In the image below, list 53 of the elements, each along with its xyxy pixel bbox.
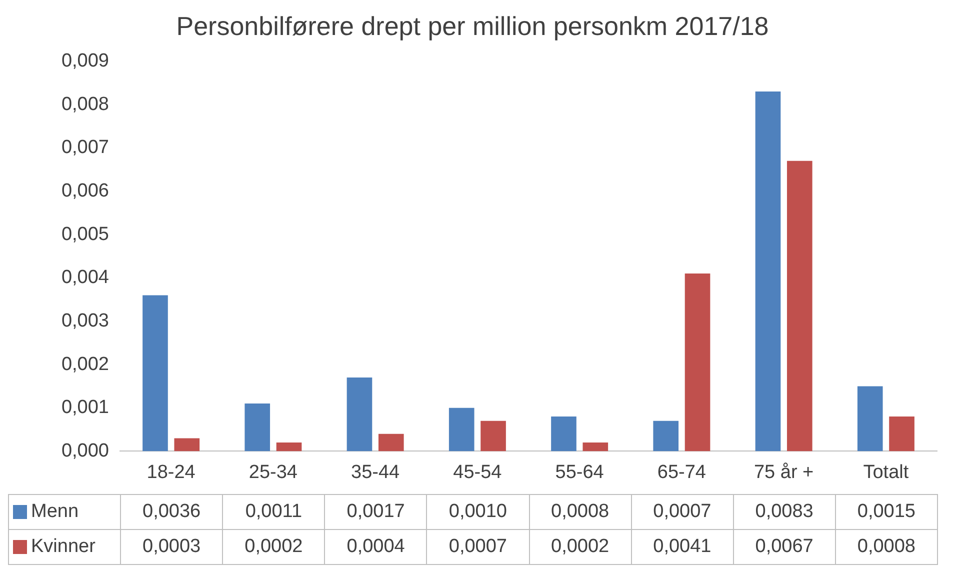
data-label: 0,0010 (426, 494, 529, 530)
chart-title: Personbilførere drept per million personkm 2017/18 (176, 10, 769, 41)
x-tick-label: Totalt (863, 462, 910, 483)
legend-label: Menn (31, 500, 79, 522)
x-tick-label: 25-34 (248, 462, 298, 483)
x-tick-label: 45-54 (453, 462, 502, 483)
bar (142, 295, 168, 452)
bar (448, 408, 474, 452)
x-tick-label: 65-74 (657, 462, 706, 483)
bar (346, 378, 372, 452)
data-label: 0,0007 (631, 494, 734, 530)
bar (174, 438, 200, 452)
x-tick-label: 75 år + (754, 462, 814, 483)
bar (582, 442, 608, 452)
data-label: 0,0067 (733, 530, 836, 564)
data-label: 0,0011 (222, 494, 325, 530)
x-tick-label: 55-64 (555, 462, 604, 483)
y-tick-label: 0,006 (61, 180, 109, 202)
bar (857, 386, 883, 452)
bar (684, 274, 710, 452)
data-label: 0,0017 (324, 494, 427, 530)
data-label: 0,0083 (733, 494, 836, 530)
data-label: 0,0008 (835, 530, 938, 564)
y-tick-label: 0,004 (61, 267, 110, 288)
y-tick-label: 0,001 (61, 397, 109, 418)
y-tick-label: 0,005 (61, 224, 109, 245)
x-tick-label: 35-44 (351, 462, 400, 483)
y-tick-label: 0,007 (61, 137, 109, 158)
bar (889, 416, 914, 452)
bar (378, 434, 404, 452)
data-label: 0,0036 (120, 494, 223, 530)
bar (755, 92, 781, 452)
data-label: 0,0004 (324, 530, 427, 564)
bar (653, 420, 679, 452)
legend-label: Kvinner (31, 536, 96, 557)
y-tick-label: 0,000 (61, 440, 109, 462)
data-label: 0,0003 (120, 530, 223, 564)
y-tick-label: 0,002 (61, 354, 109, 375)
bar (244, 404, 270, 452)
data-label: 0,0002 (529, 530, 632, 564)
data-label: 0,0015 (835, 494, 938, 530)
y-tick-label: 0,008 (61, 94, 109, 115)
bar (786, 160, 812, 452)
data-label: 0,0002 (222, 530, 325, 564)
bar (276, 442, 302, 452)
x-tick-label: 18-24 (146, 462, 196, 483)
y-tick-label: 0,009 (61, 50, 109, 72)
bar (480, 420, 506, 452)
data-label: 0,0008 (529, 494, 632, 530)
bar (551, 416, 576, 452)
data-label: 0,0041 (631, 530, 734, 564)
data-label: 0,0007 (426, 530, 529, 564)
y-tick-label: 0,003 (61, 310, 109, 332)
